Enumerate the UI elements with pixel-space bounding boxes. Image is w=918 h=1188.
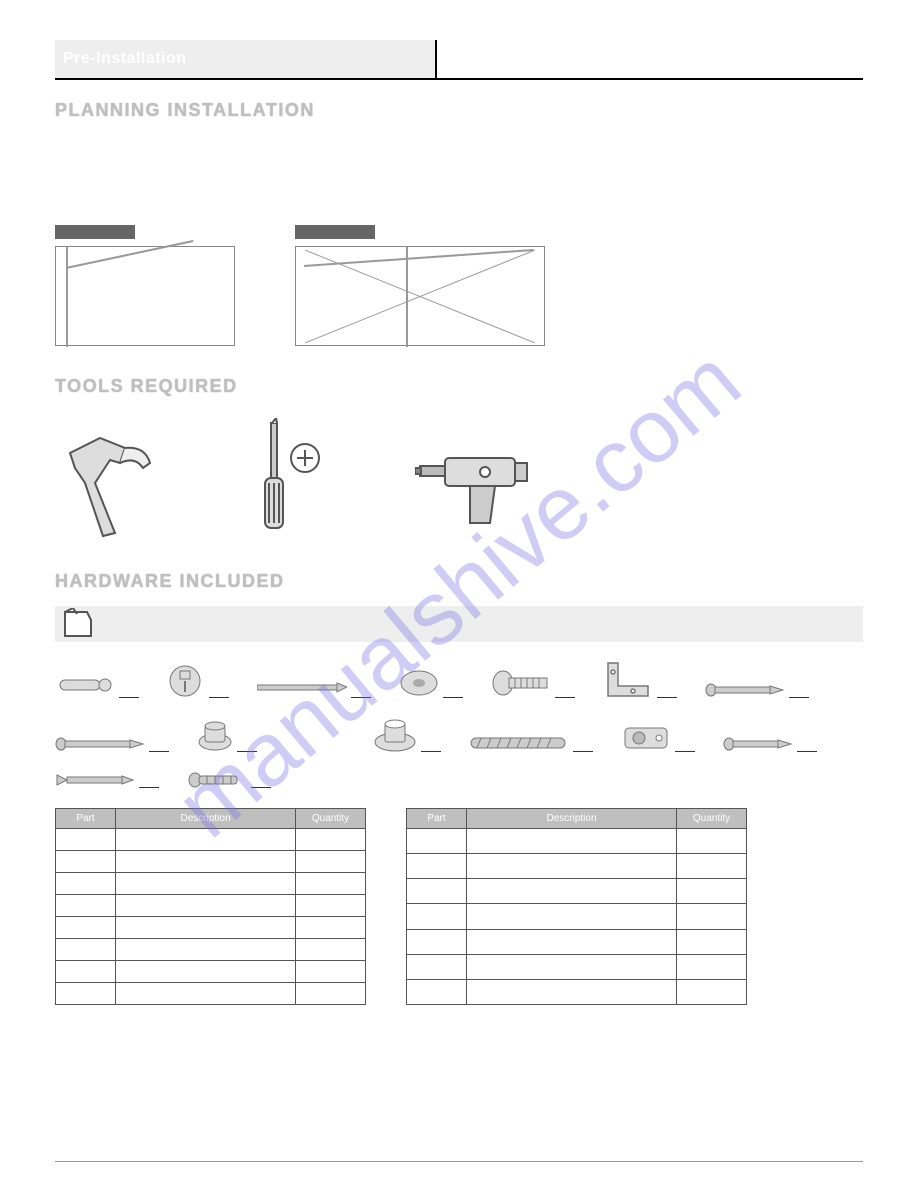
hw-aa-label: AA (119, 686, 139, 698)
hw-ff-label: FF (657, 686, 677, 698)
hw-oo: OO (187, 772, 271, 788)
hammer-tool (55, 428, 165, 541)
page-container: Pre-Installation PLANNING INSTALLATION T… (0, 0, 918, 1025)
hw-mm: MM (723, 718, 817, 752)
anchor-icon (187, 772, 247, 788)
hinge-plate-icon (621, 722, 671, 752)
hw-jj: JJ (373, 718, 441, 752)
header-bar: Pre-Installation (55, 40, 863, 80)
bolt-icon (491, 668, 551, 698)
dowel-icon (469, 734, 569, 752)
note-icon (61, 608, 95, 638)
incorrect-diagram-box (295, 246, 545, 346)
drill-icon (415, 428, 535, 538)
hw-nn-label: NN (139, 776, 159, 788)
hardware-grid: AA BB CC DD EE FF GG HH (55, 658, 863, 788)
table-row: HH (56, 983, 366, 1005)
table-row: BB (56, 851, 366, 873)
hardware-note (55, 606, 863, 642)
cap-icon (197, 720, 233, 752)
hardware-table-left: Part Description Quantity AABBCCDDEEFFGG… (55, 808, 366, 1005)
table-row: MM (407, 929, 747, 954)
table-row: EE (56, 917, 366, 939)
hardware-table-right: Part Description Quantity IIJJKKLLMMNNOO (406, 808, 747, 1005)
header-title: Pre-Installation (55, 40, 435, 78)
th-part: Part (56, 809, 116, 829)
hw-ee-label: EE (555, 686, 575, 698)
hw-bb-label: BB (209, 686, 229, 698)
table-row: GG (56, 961, 366, 983)
cam-lock-icon (167, 664, 205, 698)
hardware-heading: HARDWARE INCLUDED (55, 571, 863, 592)
header-divider (435, 40, 437, 78)
long-screw-icon (257, 678, 347, 698)
correct-label (55, 225, 135, 239)
tools-heading: TOOLS REQUIRED (55, 376, 863, 397)
planning-heading: PLANNING INSTALLATION (55, 100, 863, 121)
screwdriver-icon (255, 418, 325, 538)
screwdriver-tool (255, 418, 325, 541)
table-header-row: Part Description Quantity (56, 809, 366, 829)
table-row: NN (407, 954, 747, 979)
correct-diagram-box (55, 246, 235, 346)
page-footer (55, 1161, 863, 1168)
hw-oo-label: OO (251, 776, 271, 788)
screw-flat-icon (55, 772, 135, 788)
hw-jj-label: JJ (421, 740, 441, 752)
hw-cc-label: CC (351, 686, 371, 698)
incorrect-diagram (295, 225, 475, 346)
hw-cc: CC (257, 658, 371, 698)
hw-aa: AA (55, 658, 139, 698)
hw-ee: EE (491, 658, 575, 698)
table-row: LL (407, 904, 747, 929)
th-qty: Quantity (677, 809, 747, 829)
flat-cap-icon (399, 668, 439, 698)
table-header-row: Part Description Quantity (407, 809, 747, 829)
table-row: II (407, 829, 747, 854)
hw-ii-label: II (237, 740, 257, 752)
table-row: AA (56, 829, 366, 851)
hw-hh-label: HH (149, 740, 169, 752)
hw-kk-label: KK (573, 740, 593, 752)
table-row: OO (407, 979, 747, 1004)
hw-gg: GG (705, 658, 809, 698)
drill-tool (415, 428, 535, 541)
th-part: Part (407, 809, 467, 829)
incorrect-label (295, 225, 375, 239)
hw-ff: FF (603, 658, 677, 698)
hw-kk: KK (469, 718, 593, 752)
th-desc: Description (467, 809, 677, 829)
hw-mm-label: MM (797, 740, 817, 752)
screw-long-icon (55, 736, 145, 752)
flange-icon (373, 718, 417, 752)
planning-intro (55, 135, 863, 195)
table-row: KK (407, 879, 747, 904)
tools-row (55, 411, 863, 541)
hw-dd-label: DD (443, 686, 463, 698)
hw-gg-label: GG (789, 686, 809, 698)
cam-bolt-icon (55, 670, 115, 698)
hw-ll: LL (621, 718, 695, 752)
th-qty: Quantity (296, 809, 366, 829)
door-diagrams (55, 225, 863, 346)
screw-med-icon (705, 682, 785, 698)
hardware-tables: Part Description Quantity AABBCCDDEEFFGG… (55, 808, 863, 1005)
hw-bb: BB (167, 658, 229, 698)
th-desc: Description (116, 809, 296, 829)
table-row: JJ (407, 854, 747, 879)
l-bracket-icon (603, 658, 653, 698)
screw-short-icon (723, 736, 793, 752)
hammer-icon (55, 428, 165, 538)
table-row: FF (56, 939, 366, 961)
hw-hh: HH (55, 718, 169, 752)
hw-ll-label: LL (675, 740, 695, 752)
correct-diagram (55, 225, 235, 346)
table-row: CC (56, 873, 366, 895)
hw-ii: II (197, 718, 257, 752)
hw-nn: NN (55, 772, 159, 788)
table-row: DD (56, 895, 366, 917)
hw-dd: DD (399, 658, 463, 698)
